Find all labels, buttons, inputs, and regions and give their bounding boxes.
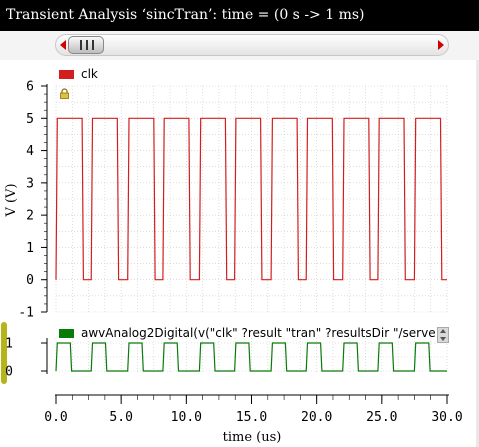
x-tick-label: 20.0 (301, 410, 332, 425)
x-tick-label: 30.0 (431, 410, 462, 425)
y-tick-label: 6 (26, 80, 34, 95)
x-axis-label: time (us) (223, 430, 282, 445)
x-tick-label: 25.0 (366, 410, 397, 425)
y-tick-label: 4 (26, 144, 34, 159)
y-tick-label: 2 (26, 209, 34, 224)
y-tick-label: 0 (5, 365, 13, 380)
y-tick-label: 5 (26, 112, 34, 127)
upper-y-ticks: 6 5 4 3 2 1 0 -1 (18, 80, 47, 321)
x-tick-label: 0.0 (44, 410, 67, 425)
y-tick-label: 0 (26, 273, 34, 288)
x-axis-ticks: 0.0 5.0 10.0 15.0 20.0 25.0 30.0 (44, 395, 462, 425)
lower-y-ticks: 10 (5, 337, 47, 380)
x-tick-label: 5.0 (109, 410, 132, 425)
upper-y-axis-label: V (V) (4, 183, 19, 217)
y-tick-label: 1 (5, 337, 13, 352)
y-tick-label: -1 (18, 306, 34, 321)
upper-grid (56, 86, 447, 312)
y-tick-label: 3 (26, 176, 34, 191)
x-tick-label: 15.0 (236, 410, 267, 425)
x-tick-label: 10.0 (171, 410, 202, 425)
y-tick-label: 1 (26, 241, 34, 256)
